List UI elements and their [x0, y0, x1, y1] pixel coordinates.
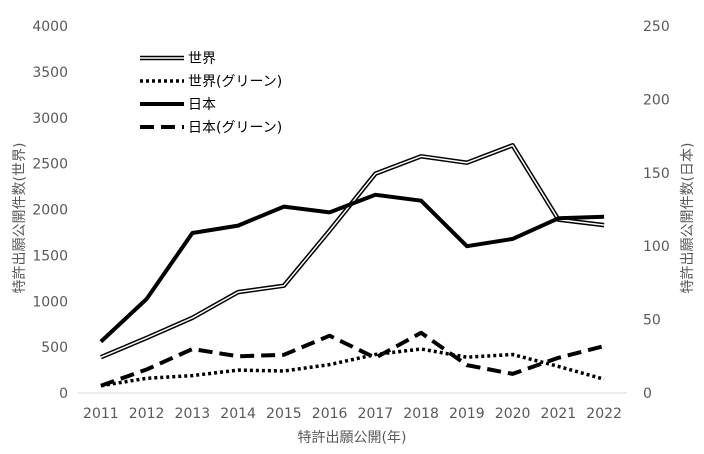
y-right-tick-label: 200 [643, 92, 670, 108]
y-right-tick-label: 50 [643, 313, 661, 329]
y-left-tick-label: 1000 [32, 294, 68, 310]
legend-label: 世界 [188, 51, 216, 67]
y-right-tick-label: 0 [643, 386, 652, 402]
legend-label: 日本(グリーン) [188, 120, 282, 136]
x-tick-label: 2011 [83, 406, 119, 422]
x-tick-label: 2017 [358, 406, 394, 422]
plot-area [78, 143, 627, 394]
x-tick-label: 2012 [129, 406, 165, 422]
x-tick-label: 2021 [541, 406, 577, 422]
y-axis-left-title: 特許出願公開件数(世界) [12, 143, 28, 294]
legend-label: 世界(グリーン) [188, 74, 282, 90]
x-tick-label: 2013 [175, 406, 211, 422]
x-tick-label: 2014 [220, 406, 256, 422]
x-tick-label: 2016 [312, 406, 348, 422]
x-tick-label: 2022 [586, 406, 622, 422]
y-left-tick-label: 2000 [32, 203, 68, 219]
y-left-tick-label: 0 [59, 386, 68, 402]
y-left-tick-label: 2500 [32, 157, 68, 173]
y-left-tick-label: 500 [41, 340, 68, 356]
y-left-tick-label: 4000 [32, 19, 68, 35]
y-right-tick-label: 250 [643, 19, 670, 35]
x-tick-label: 2019 [449, 406, 485, 422]
series-line-4 [100, 330, 605, 388]
y-right-tick-label: 150 [643, 166, 670, 182]
y-left-tick-label: 3000 [32, 111, 68, 127]
x-tick-label: 2020 [495, 406, 531, 422]
series-line-1-inner [100, 144, 605, 358]
x-tick-label: 2015 [266, 406, 302, 422]
series-line-2 [100, 347, 605, 388]
tick-labels: 2011 2012 2013 2014 2015 2016 2017 2018 2019 2020… [32, 19, 669, 422]
legend-label: 日本 [188, 97, 216, 113]
x-tick-label: 2018 [403, 406, 439, 422]
y-left-tick-label: 3500 [32, 65, 68, 81]
y-left-tick-label: 1500 [32, 248, 68, 264]
y-right-tick-label: 100 [643, 239, 670, 255]
series-line-3 [99, 192, 605, 344]
x-axis-title: 特許出願公開(年) [298, 430, 407, 446]
y-axis-right-title: 特許出願公開件数(日本) [680, 143, 696, 294]
